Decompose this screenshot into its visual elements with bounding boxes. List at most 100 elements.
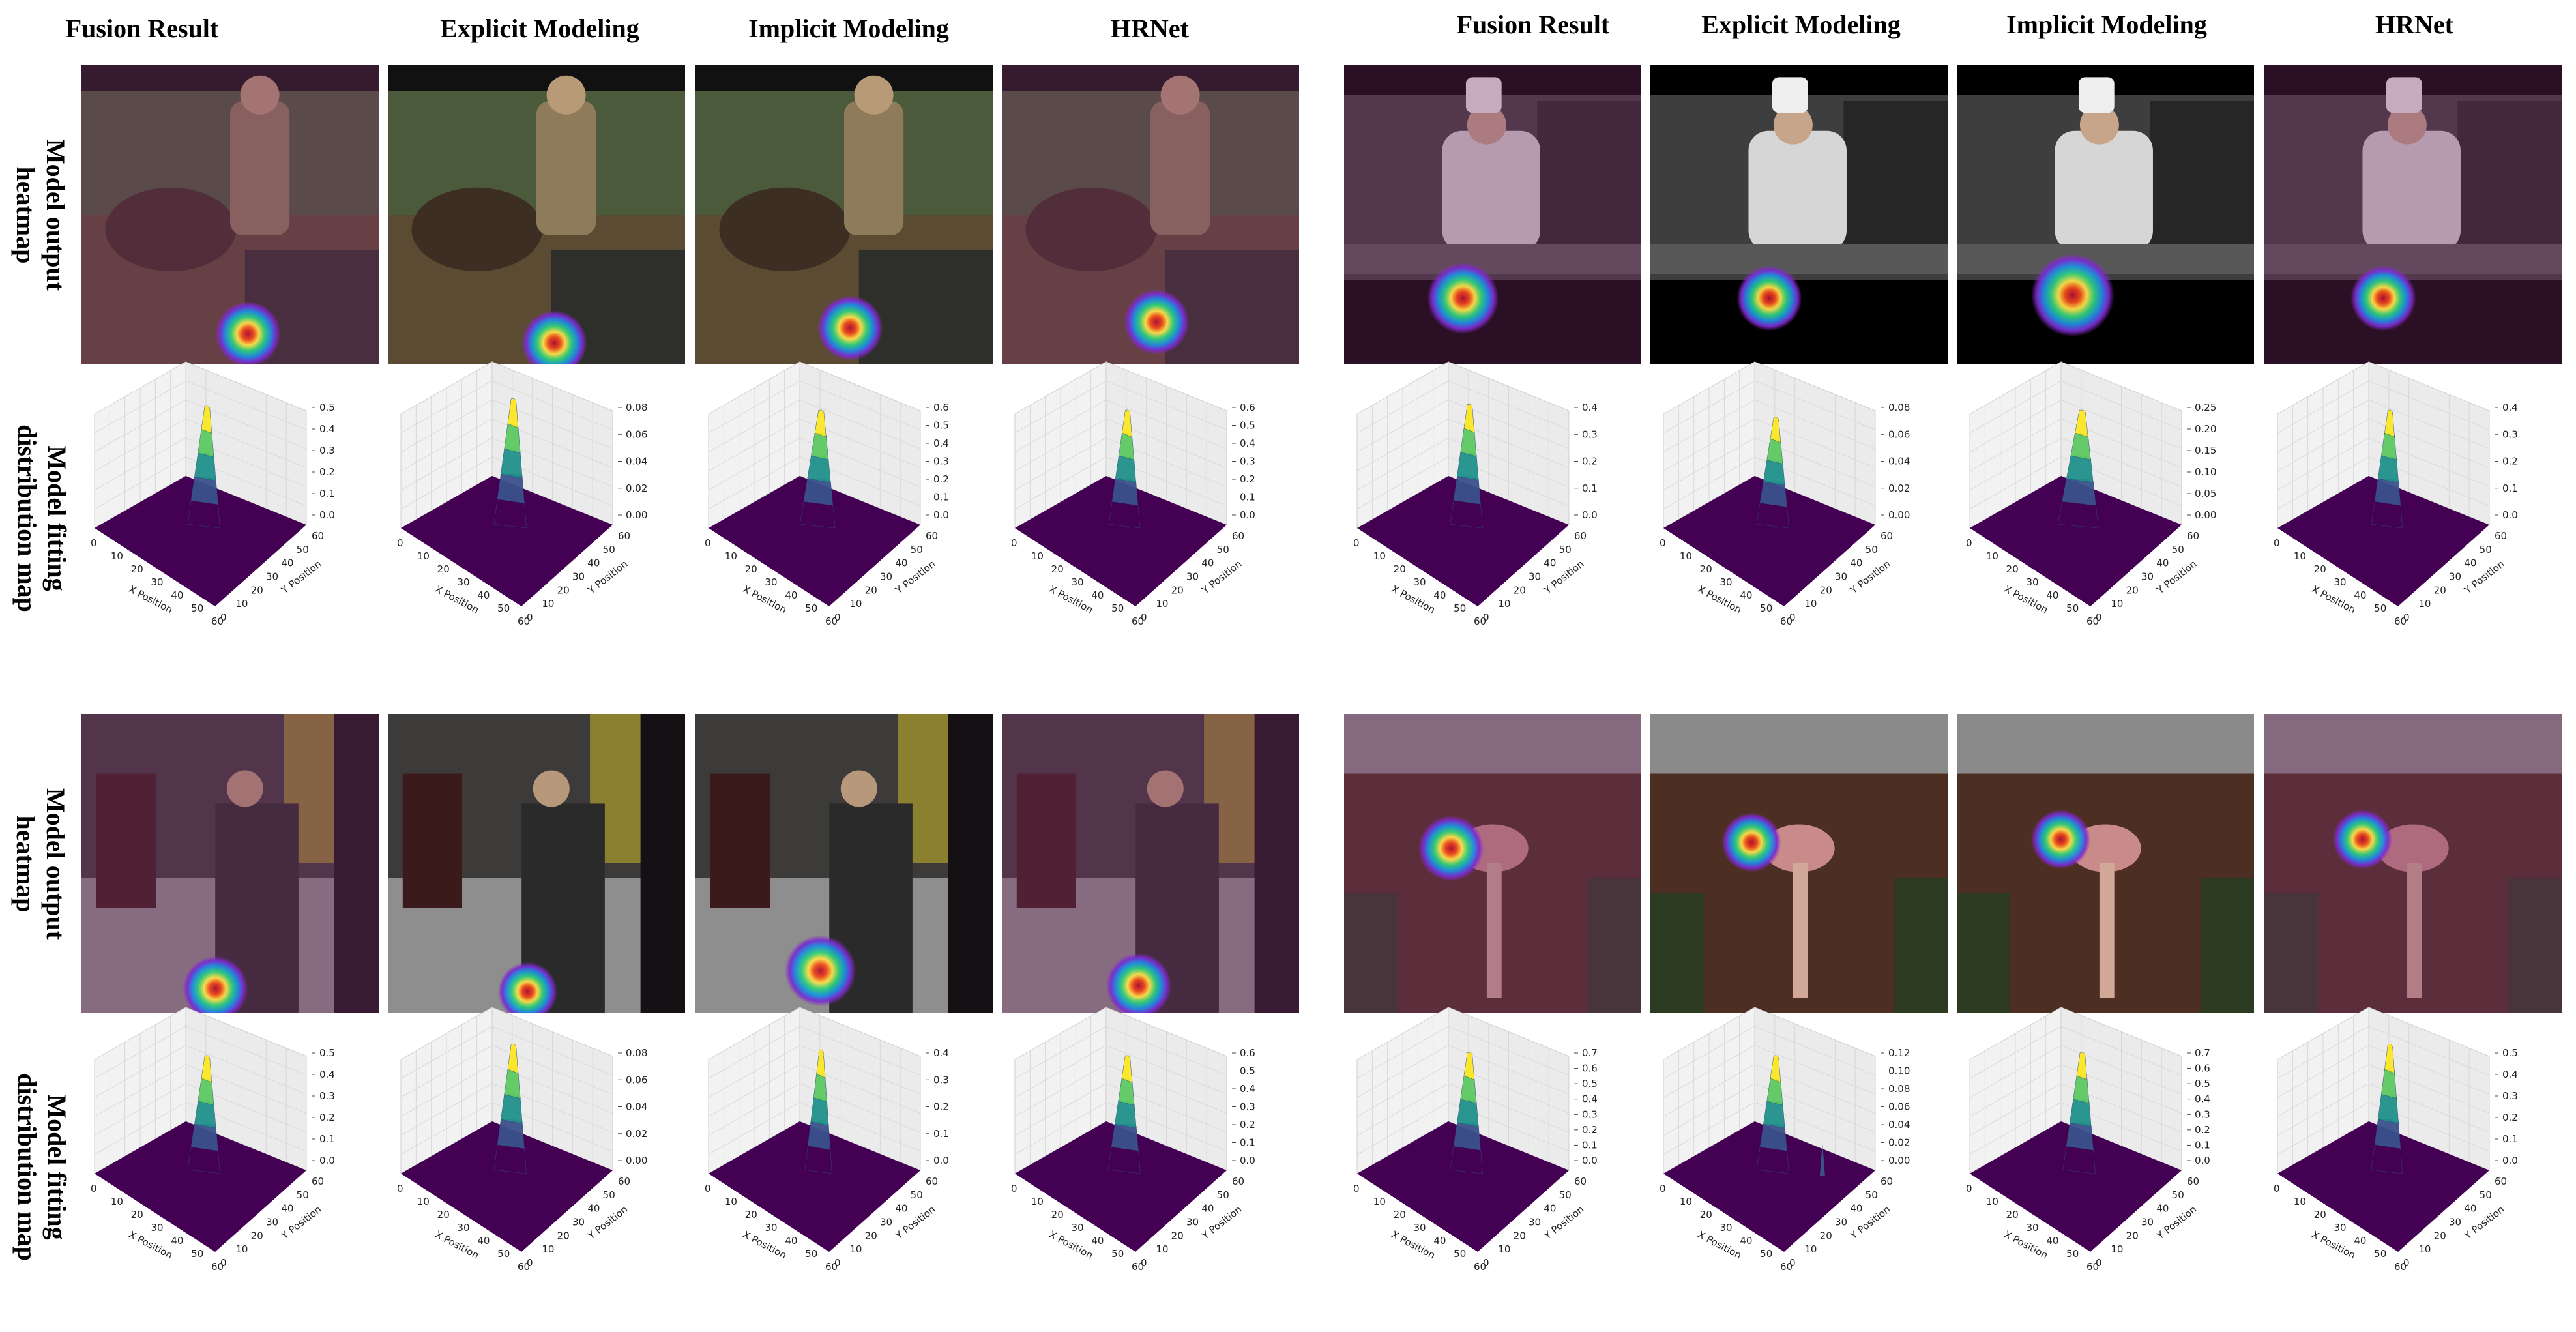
z-tick-label: 0.6 bbox=[1240, 402, 1255, 413]
z-tick-label: 0.7 bbox=[1582, 1047, 1598, 1059]
y-tick-label: 30 bbox=[266, 1217, 278, 1228]
z-tick-label: 0.3 bbox=[2502, 428, 2518, 440]
surface-peak-layer bbox=[1756, 503, 1789, 529]
heatmap-image bbox=[695, 714, 993, 1013]
column-header-implicit-modeling-left: Implicit Modeling bbox=[748, 14, 949, 43]
z-tick-label: 0.6 bbox=[1240, 1047, 1255, 1059]
y-tick-label: 30 bbox=[880, 571, 892, 583]
x-tick-label: 60 bbox=[1474, 615, 1486, 627]
heatmap-hotspot bbox=[215, 301, 281, 364]
x-tick-label: 10 bbox=[111, 1196, 123, 1207]
y-tick-label: 0 bbox=[1141, 1257, 1147, 1269]
x-tick-label: 30 bbox=[765, 576, 778, 588]
heatmap-image bbox=[1344, 65, 1641, 364]
row-label-line: Model fitting bbox=[42, 1094, 72, 1240]
y-tick-label: 50 bbox=[1217, 544, 1229, 555]
z-tick-label: 0.1 bbox=[1582, 482, 1598, 494]
row-label-line: distribution map bbox=[12, 424, 42, 612]
surface-peak-layer bbox=[201, 405, 212, 434]
x-tick-label: 50 bbox=[497, 602, 510, 614]
z-tick-label: 0.1 bbox=[933, 492, 949, 503]
x-tick-label: 60 bbox=[1780, 1261, 1793, 1273]
x-tick-label: 30 bbox=[2027, 576, 2039, 588]
z-tick-label: 0.08 bbox=[626, 402, 647, 413]
surface-peak-tip bbox=[2388, 1044, 2393, 1050]
z-tick-label: 0.02 bbox=[1888, 1137, 1910, 1149]
y-tick-label: 30 bbox=[1529, 571, 1541, 583]
heatmap-panel bbox=[1002, 65, 1299, 364]
z-tick-label: 0.0 bbox=[319, 1155, 335, 1166]
z-tick-label: 0.02 bbox=[626, 482, 647, 494]
x-tick-label: 60 bbox=[518, 615, 530, 627]
surface-peak-layer bbox=[2066, 455, 2094, 483]
surface-peak-tip bbox=[2388, 410, 2393, 416]
z-tick-label: 0.4 bbox=[933, 1047, 949, 1059]
x-tick-label: 20 bbox=[437, 1209, 450, 1221]
heatmap-image bbox=[81, 714, 379, 1013]
z-tick-label: 0.3 bbox=[319, 445, 335, 456]
z-tick-label: 0.0 bbox=[2195, 1155, 2210, 1166]
z-tick-label: 0.1 bbox=[2502, 482, 2518, 494]
z-tick-label: 0.2 bbox=[1240, 1119, 1255, 1131]
surface-peak-layer bbox=[1450, 500, 1483, 529]
z-tick-label: 0.2 bbox=[933, 473, 949, 485]
surface-floor bbox=[709, 1121, 920, 1252]
x-tick-label: 50 bbox=[1111, 602, 1124, 614]
surface-peak-layer bbox=[1770, 1055, 1781, 1083]
distribution-plot: 0.000.020.040.060.080.100.12010203040506… bbox=[1660, 1007, 1910, 1273]
z-tick-label: 0.06 bbox=[626, 1074, 647, 1086]
surface-peak-tip bbox=[1467, 1052, 1472, 1058]
y-tick-label: 30 bbox=[1835, 1217, 1847, 1228]
z-tick-label: 0.3 bbox=[1582, 428, 1598, 440]
surface-peak-layer bbox=[190, 477, 218, 505]
z-tick-label: 0.08 bbox=[1888, 402, 1910, 413]
y-tick-label: 50 bbox=[603, 1189, 615, 1201]
y-tick-label: 50 bbox=[1866, 544, 1878, 555]
x-tick-label: 30 bbox=[1720, 1222, 1733, 1234]
x-tick-label: 40 bbox=[171, 589, 183, 601]
y-tick-label: 0 bbox=[1141, 612, 1147, 623]
column-header-fusion-result-left: Fusion Result bbox=[65, 14, 219, 43]
heatmap-panel bbox=[388, 65, 685, 364]
z-tick-label: 0.4 bbox=[2195, 1093, 2210, 1105]
y-tick-label: 40 bbox=[1201, 557, 1214, 569]
y-tick-label: 10 bbox=[542, 1243, 554, 1255]
y-tick-label: 40 bbox=[2464, 1203, 2476, 1215]
z-tick-label: 0.4 bbox=[1582, 402, 1598, 413]
x-tick-label: 60 bbox=[2394, 615, 2407, 627]
surface-peak-layer bbox=[194, 1101, 216, 1129]
surface-peak-layer bbox=[497, 473, 525, 503]
x-tick-label: 0 bbox=[1660, 1183, 1666, 1194]
z-tick-label: 0.3 bbox=[1240, 456, 1255, 467]
surface-peak-layer bbox=[1450, 1146, 1483, 1174]
surface-peak-layer bbox=[1108, 501, 1140, 529]
y-tick-label: 30 bbox=[2449, 571, 2461, 583]
x-tick-label: 50 bbox=[1760, 602, 1772, 614]
surface-peak-layer bbox=[2066, 1122, 2094, 1151]
surface-peak-layer bbox=[1770, 417, 1781, 443]
heatmap-hotspot bbox=[817, 295, 883, 361]
y-tick-label: 0 bbox=[527, 612, 533, 623]
column-header-explicit-modeling-left: Explicit Modeling bbox=[440, 14, 639, 43]
y-tick-label: 30 bbox=[266, 571, 278, 583]
surface-peak-layer bbox=[2062, 1146, 2096, 1174]
column-header-implicit-modeling-right: Implicit Modeling bbox=[2006, 10, 2207, 39]
x-tick-label: 50 bbox=[1454, 1248, 1466, 1260]
x-tick-label: 20 bbox=[2314, 563, 2326, 575]
heatmap-image bbox=[1002, 65, 1299, 364]
surface-peak-layer bbox=[201, 1055, 212, 1083]
z-tick-label: 0.4 bbox=[1582, 1093, 1598, 1105]
row-label-line: Model fitting bbox=[42, 445, 72, 591]
x-tick-label: 20 bbox=[745, 1209, 757, 1221]
z-tick-label: 0.08 bbox=[1888, 1083, 1910, 1095]
x-tick-label: 40 bbox=[1091, 1235, 1104, 1247]
heatmap-panel bbox=[388, 714, 685, 1013]
y-tick-label: 0 bbox=[834, 1257, 841, 1269]
x-tick-label: 60 bbox=[2394, 1261, 2407, 1273]
x-tick-label: 0 bbox=[705, 537, 711, 549]
x-tick-label: 60 bbox=[211, 1261, 224, 1273]
heatmap-hotspot bbox=[521, 310, 587, 364]
z-tick-label: 0.04 bbox=[626, 456, 647, 467]
